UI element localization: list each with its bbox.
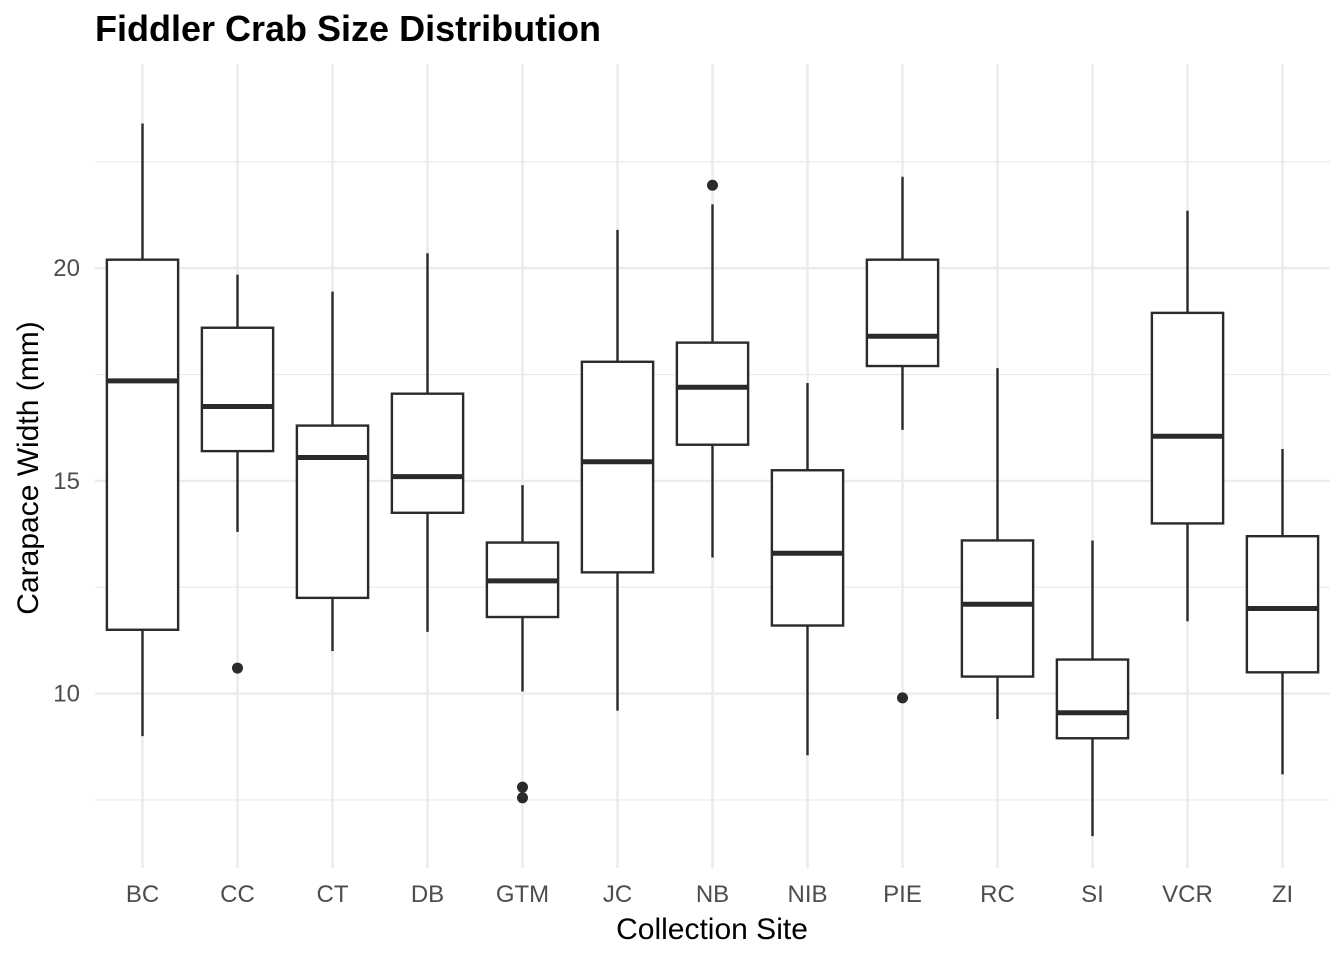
box-cc: [200, 274, 275, 674]
y-tick-label: 10: [53, 681, 80, 708]
iqr-box: [200, 326, 275, 453]
x-tick-labels: BC CC CT DB GTM JC NB NIB PIE RC SI VCR ZI: [126, 881, 1293, 908]
iqr-box: [1245, 534, 1320, 674]
box-nib: [770, 383, 845, 756]
x-tick-label: RC: [980, 881, 1015, 908]
iqr-box: [865, 258, 940, 368]
x-tick-label: NB: [696, 881, 729, 908]
iqr-box: [770, 469, 845, 627]
x-tick-label: VCR: [1162, 881, 1213, 908]
outlier-point: [517, 792, 528, 804]
x-tick-label: DB: [411, 881, 444, 908]
box-bc: [105, 123, 180, 737]
y-axis-title: Carapace Width (mm): [12, 321, 45, 614]
x-tick-label: GTM: [496, 881, 549, 908]
box-db: [390, 253, 465, 632]
x-tick-label: SI: [1081, 881, 1104, 908]
x-tick-label: BC: [126, 881, 159, 908]
iqr-box: [580, 360, 655, 574]
chart-title: Fiddler Crab Size Distribution: [95, 8, 602, 49]
boxes-layer: [105, 123, 1320, 837]
x-tick-label: NIB: [787, 881, 827, 908]
outlier-point: [232, 662, 243, 674]
x-tick-label: ZI: [1272, 881, 1293, 908]
iqr-box: [390, 392, 465, 514]
box-rc: [960, 368, 1035, 720]
x-tick-label: JC: [603, 881, 632, 908]
y-tick-labels: 10 15 20: [53, 255, 80, 707]
box-si: [1055, 540, 1130, 837]
box-jc: [580, 229, 655, 711]
box-nb: [675, 179, 750, 558]
iqr-box: [1055, 658, 1130, 740]
outlier-point: [517, 781, 528, 793]
iqr-box: [105, 258, 180, 631]
x-axis-title: Collection Site: [616, 913, 808, 946]
iqr-box: [960, 539, 1035, 678]
y-tick-label: 20: [53, 255, 80, 282]
outlier-point: [897, 692, 908, 704]
box-zi: [1245, 448, 1320, 775]
box-pie: [865, 176, 940, 704]
x-tick-label: CT: [317, 881, 349, 908]
iqr-box: [295, 424, 370, 600]
box-ct: [295, 291, 370, 652]
iqr-box: [1150, 311, 1225, 525]
x-tick-label: CC: [220, 881, 255, 908]
box-vcr: [1150, 210, 1225, 622]
x-tick-label: PIE: [883, 881, 922, 908]
iqr-box: [675, 341, 750, 446]
outlier-point: [707, 179, 718, 191]
box-gtm: [485, 485, 560, 804]
y-tick-label: 15: [53, 468, 80, 495]
